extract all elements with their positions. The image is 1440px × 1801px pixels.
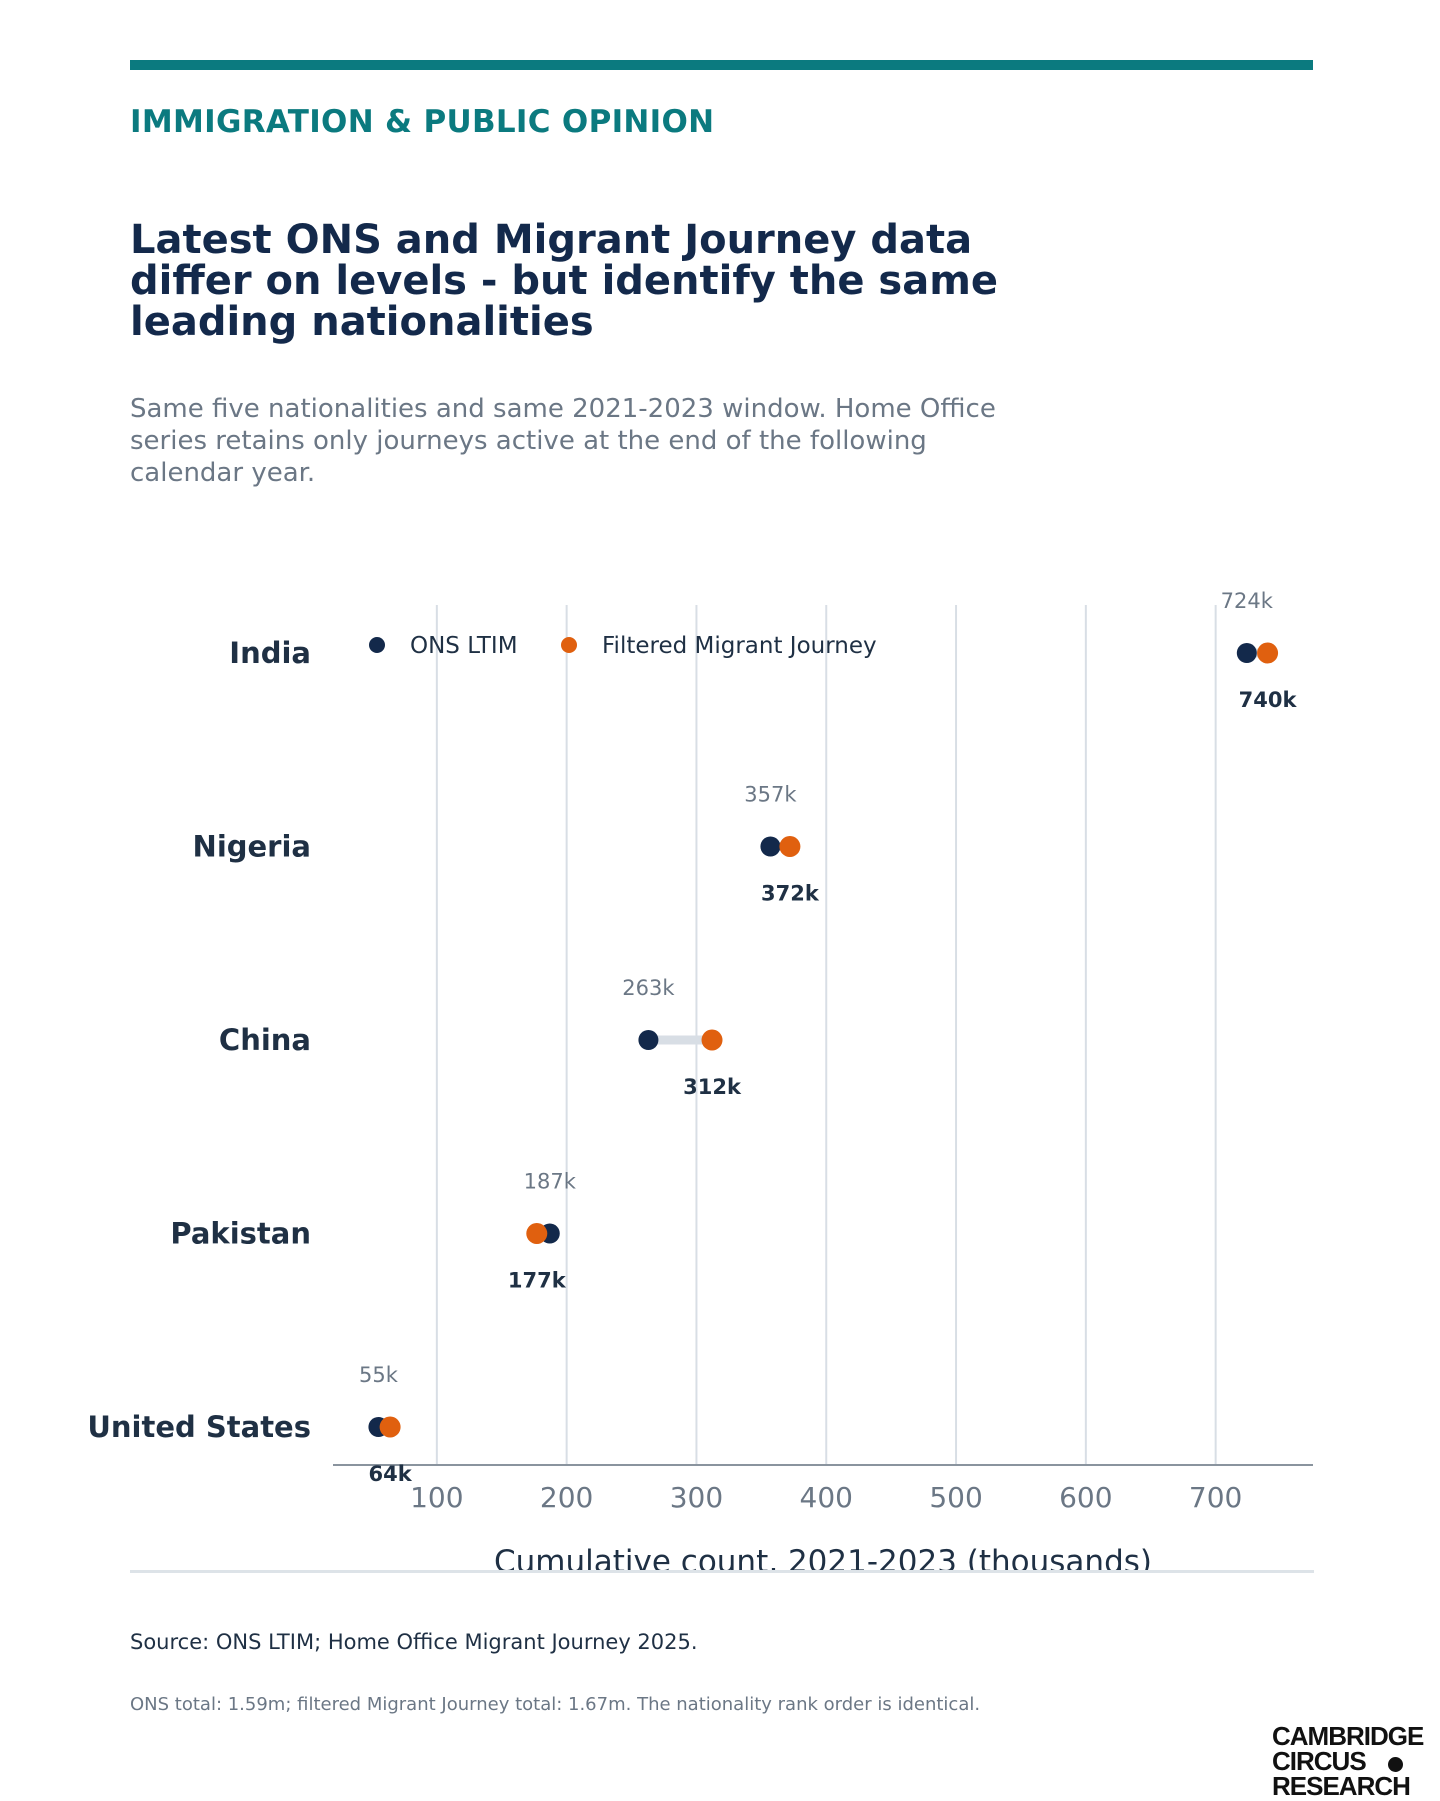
footer-divider bbox=[130, 1570, 1314, 1573]
logo-line-2: CIRCUS bbox=[1272, 1746, 1367, 1776]
migrant-journey-point bbox=[779, 836, 801, 857]
migrant-journey-value-label: 740k bbox=[1239, 688, 1298, 712]
logo-dot bbox=[1388, 1757, 1403, 1772]
ons-point bbox=[638, 1030, 659, 1050]
source-note: Source: ONS LTIM; Home Office Migrant Jo… bbox=[130, 1630, 698, 1654]
legend-migrant-journey-label: Filtered Migrant Journey bbox=[602, 633, 877, 659]
ons-value-label: 187k bbox=[524, 1170, 577, 1194]
category-label: China bbox=[219, 1023, 311, 1057]
ons-point bbox=[760, 836, 781, 857]
legend-ons-marker bbox=[369, 637, 385, 653]
category-label: India bbox=[229, 636, 311, 670]
x-tick-label: 200 bbox=[540, 1481, 593, 1514]
category-label: United States bbox=[87, 1410, 311, 1444]
logo-line-3: RESEARCH bbox=[1272, 1771, 1411, 1801]
migrant-journey-value-label: 372k bbox=[761, 882, 820, 906]
migrant-journey-point bbox=[701, 1029, 723, 1051]
ons-value-label: 263k bbox=[622, 976, 675, 1000]
x-axis-label: Cumulative count, 2021-2023 (thousands) bbox=[494, 1544, 1152, 1570]
migrant-journey-value-label: 64k bbox=[369, 1462, 413, 1486]
x-tick-label: 400 bbox=[800, 1481, 853, 1514]
totals-note: ONS total: 1.59m; filtered Migrant Journ… bbox=[130, 1694, 981, 1715]
migrant-journey-value-label: 312k bbox=[683, 1075, 742, 1099]
migrant-journey-point bbox=[526, 1223, 548, 1244]
accent-bar bbox=[130, 60, 1313, 70]
x-tick-label: 300 bbox=[670, 1481, 723, 1514]
x-tick-label: 700 bbox=[1189, 1481, 1242, 1514]
migrant-journey-point bbox=[379, 1416, 401, 1438]
migrant-journey-point bbox=[1257, 642, 1279, 664]
logo-line-1: CAMBRIDGE bbox=[1272, 1721, 1424, 1751]
legend-migrant-journey-marker bbox=[561, 637, 577, 653]
ons-value-label: 724k bbox=[1221, 589, 1274, 613]
migrant-journey-value-label: 177k bbox=[508, 1269, 567, 1293]
chart-title: Latest ONS and Migrant Journey data diff… bbox=[130, 217, 999, 345]
section-kicker: IMMIGRATION & PUBLIC OPINION bbox=[130, 104, 715, 140]
x-tick-label: 100 bbox=[410, 1481, 463, 1514]
brand-logo: CAMBRIDGE CIRCUS RESEARCH bbox=[1272, 1721, 1432, 1801]
ons-value-label: 357k bbox=[744, 783, 797, 807]
category-label: Pakistan bbox=[170, 1217, 311, 1251]
legend-ons-label: ONS LTIM bbox=[410, 633, 518, 659]
category-label: Nigeria bbox=[193, 830, 311, 864]
ons-value-label: 55k bbox=[359, 1363, 399, 1387]
x-tick-label: 600 bbox=[1059, 1481, 1112, 1514]
ons-point bbox=[1236, 643, 1257, 663]
dumbbell-chart: 100 200 300 400 500 600 700 Cumulative count, 2… bbox=[87, 589, 1313, 1570]
x-tick-label: 500 bbox=[929, 1481, 982, 1514]
chart-subtitle: Same five nationalities and same 2021-20… bbox=[130, 394, 996, 488]
